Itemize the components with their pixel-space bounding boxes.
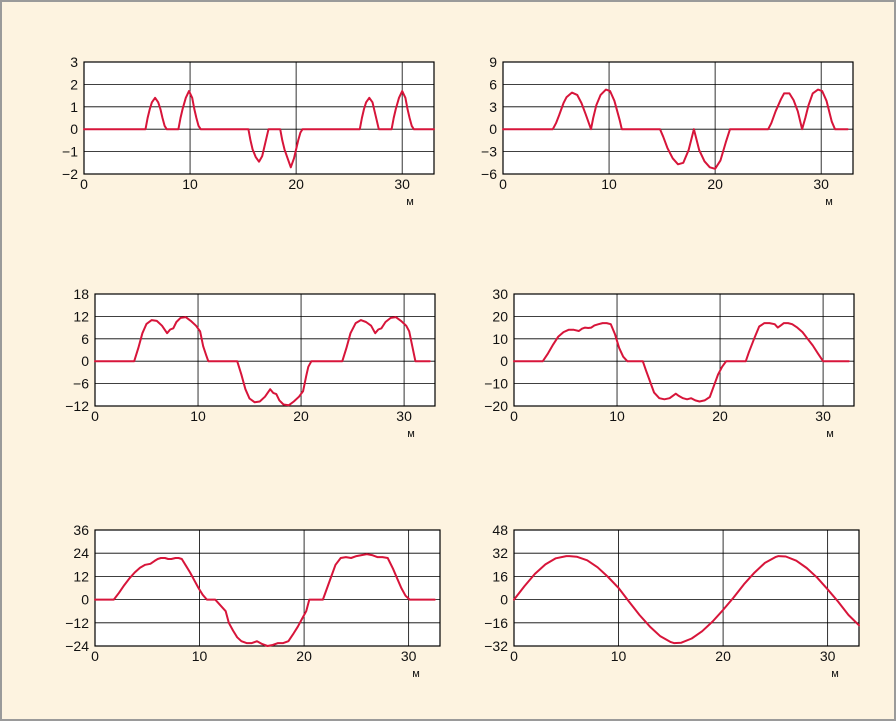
x-tick-label: 10 <box>192 648 208 664</box>
x-tick-label: 0 <box>91 408 99 424</box>
y-tick-label: 9 <box>489 54 497 70</box>
series-line <box>502 88 849 170</box>
y-tick-label: 6 <box>489 76 497 92</box>
y-tick-label: 12 <box>73 308 89 324</box>
y-tick-label: 18 <box>73 286 89 302</box>
series-line <box>94 553 436 647</box>
y-tick-label: 0 <box>81 592 89 608</box>
x-tick-label: 30 <box>401 648 417 664</box>
y-tick-label: 32 <box>492 545 508 561</box>
y-tick-label: −16 <box>484 615 508 631</box>
y-tick-label: 24 <box>73 545 89 561</box>
x-tick-label: 10 <box>609 408 625 424</box>
x-tick-label: 10 <box>601 176 617 192</box>
x-axis-unit: м <box>407 428 415 440</box>
plot-frame <box>513 293 855 407</box>
x-tick-label: 20 <box>296 648 312 664</box>
y-tick-label: 3 <box>70 54 78 70</box>
y-tick-label: 0 <box>500 353 508 369</box>
plot-frame <box>94 293 436 407</box>
y-tick-label: 30 <box>492 286 508 302</box>
plot-area <box>84 62 434 174</box>
y-tick-label: 48 <box>492 522 508 538</box>
x-tick-label: 20 <box>715 648 731 664</box>
x-tick-label: 20 <box>707 176 723 192</box>
x-tick-label: 10 <box>190 408 206 424</box>
x-tick-label: 30 <box>813 176 829 192</box>
y-tick-label: 0 <box>81 353 89 369</box>
x-tick-label: 0 <box>510 408 518 424</box>
plot-frame <box>502 61 854 175</box>
x-tick-label: 30 <box>396 408 412 424</box>
y-tick-label: −1 <box>62 144 78 160</box>
y-tick-label: 3 <box>489 99 497 115</box>
y-tick-label: −3 <box>481 144 497 160</box>
plot-frame <box>513 529 860 647</box>
x-axis-unit: м <box>412 668 420 680</box>
y-tick-label: 36 <box>73 522 89 538</box>
y-tick-label: 0 <box>489 121 497 137</box>
x-tick-label: 30 <box>820 648 836 664</box>
plot-frame <box>83 61 435 175</box>
plot-area <box>514 530 859 646</box>
x-tick-label: 0 <box>499 176 507 192</box>
x-tick-label: 30 <box>394 176 410 192</box>
plot-area <box>503 62 853 174</box>
y-tick-label: 6 <box>81 331 89 347</box>
x-tick-label: 10 <box>611 648 627 664</box>
y-tick-label: 12 <box>73 568 89 584</box>
x-tick-label: 0 <box>80 176 88 192</box>
y-tick-label: −20 <box>484 398 508 414</box>
y-tick-label: −24 <box>65 638 89 654</box>
y-tick-label: −12 <box>65 398 89 414</box>
series-line <box>513 555 860 645</box>
y-tick-label: −6 <box>73 376 89 392</box>
series-line <box>83 90 435 169</box>
x-tick-label: 0 <box>510 648 518 664</box>
y-tick-label: 1 <box>70 99 78 115</box>
x-tick-label: 0 <box>91 648 99 664</box>
x-axis-unit: м <box>406 196 414 208</box>
plot-area <box>95 530 440 646</box>
x-axis-unit: м <box>826 428 834 440</box>
x-axis-unit: м <box>831 668 839 680</box>
y-tick-label: 2 <box>70 76 78 92</box>
y-tick-label: 0 <box>70 121 78 137</box>
x-tick-label: 30 <box>815 408 831 424</box>
plot-area <box>514 294 854 406</box>
y-tick-label: −6 <box>481 166 497 182</box>
x-axis-unit: м <box>825 196 833 208</box>
y-tick-label: 10 <box>492 331 508 347</box>
y-tick-label: −2 <box>62 166 78 182</box>
y-tick-label: −12 <box>65 615 89 631</box>
plot-area <box>95 294 435 406</box>
x-tick-label: 20 <box>712 408 728 424</box>
y-tick-label: 16 <box>492 568 508 584</box>
y-tick-label: −10 <box>484 376 508 392</box>
x-tick-label: 20 <box>288 176 304 192</box>
y-tick-label: 0 <box>500 592 508 608</box>
x-tick-label: 10 <box>182 176 198 192</box>
x-tick-label: 20 <box>293 408 309 424</box>
y-tick-label: −32 <box>484 638 508 654</box>
y-tick-label: 20 <box>492 308 508 324</box>
series-line <box>94 316 431 407</box>
series-line <box>513 322 850 403</box>
